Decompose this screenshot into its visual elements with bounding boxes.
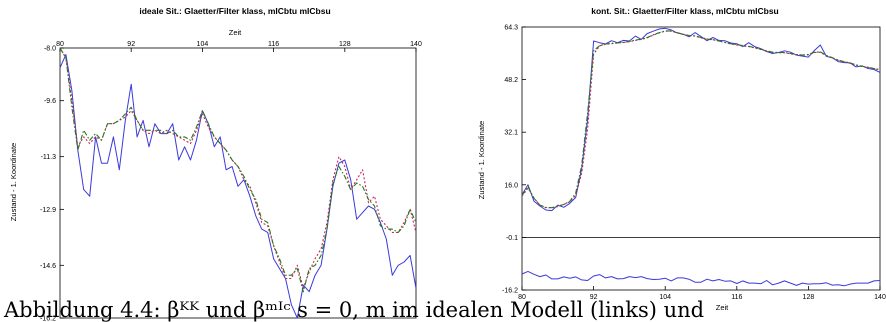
left-chart-x-tick-label: 92 [127, 41, 135, 48]
right-chart-y-tick-label: -16.2 [502, 288, 518, 295]
right-chart-title: kont. Sit.: Glaetter/Filter klass, mICbt… [591, 6, 779, 16]
left-chart-x-tick-label: 128 [339, 41, 351, 48]
right-chart-plot-frame [521, 26, 881, 291]
left-chart-y-tick-label: -9.6 [44, 98, 56, 105]
left-chart-y-tick-label: -11.3 [41, 154, 57, 161]
left-chart: ideale Sit.: Glaetter/Filter klass, mICb… [9, 6, 422, 321]
left-chart-plot-frame [59, 47, 417, 319]
left-chart-y-tick-label: -16.2 [40, 316, 56, 322]
left-chart-y-ticks: -8.0 -9.6 -11.3 -12.9 -14.6 -16.2 [40, 46, 64, 322]
left-chart-series [59, 47, 417, 319]
right-chart-series-3-line [521, 30, 881, 209]
left-chart-x-tick-label: 140 [410, 41, 422, 48]
right-chart-x-tick-label: 92 [590, 294, 598, 301]
left-chart-x-ticks: 80 92 104 116 128 140 [56, 41, 422, 52]
right-chart-series-0-line [521, 27, 881, 212]
right-chart-y-tick-label: -0.1 [506, 235, 518, 242]
right-chart-y-ticks: 64.3 48.2 32.1 16.0 -0.1 -16.2 [502, 25, 880, 295]
left-chart-series-2-line [59, 47, 417, 293]
left-chart-y-tick-label: -12.9 [40, 207, 56, 214]
right-chart-y-tick-label: 64.3 [504, 25, 518, 32]
right-chart-x-tick-label: 80 [518, 294, 526, 301]
left-chart-series-1-line [59, 47, 417, 289]
figure-caption: Abbildung 4.4: βᴷᴷ und βᵐᴵᶜ s = 0, m im … [4, 298, 705, 322]
left-chart-x-tick-label: 104 [197, 41, 209, 48]
right-chart-x-ticks: 80 92 104 116 128 140 [518, 286, 886, 301]
right-chart-x-tick-label: 128 [803, 294, 815, 301]
right-chart-series [521, 27, 881, 287]
left-chart-x-tick-label: 116 [268, 41, 279, 48]
right-chart-y-tick-label: 16.0 [504, 182, 518, 189]
right-chart-x-axis-label: Zeit [716, 303, 729, 312]
left-chart-series-0-line [59, 54, 417, 319]
right-chart-x-tick-label: 104 [659, 294, 671, 301]
right-chart-y-tick-label: 48.2 [504, 77, 518, 84]
right-chart-x-tick-label: 116 [731, 294, 742, 301]
right-chart: kont. Sit.: Glaetter/Filter klass, mICbt… [477, 6, 886, 312]
right-chart-x-tick-label: 140 [874, 294, 886, 301]
left-chart-x-axis-label: Zeit [229, 28, 242, 37]
left-chart-x-tick-label: 80 [56, 41, 64, 48]
left-chart-y-axis-label: Zustand - 1. Koordinate [9, 143, 18, 221]
right-chart-y-axis-label: Zustand - 1. Koordinate [477, 121, 486, 199]
right-chart-series-2-line [521, 30, 881, 209]
left-chart-y-tick-label: -8.0 [44, 46, 56, 53]
right-chart-y-tick-label: 32.1 [504, 130, 518, 137]
left-chart-title: ideale Sit.: Glaetter/Filter klass, mICb… [139, 6, 330, 16]
left-chart-y-tick-label: -14.6 [40, 263, 56, 270]
right-chart-series-1-line [521, 270, 881, 287]
